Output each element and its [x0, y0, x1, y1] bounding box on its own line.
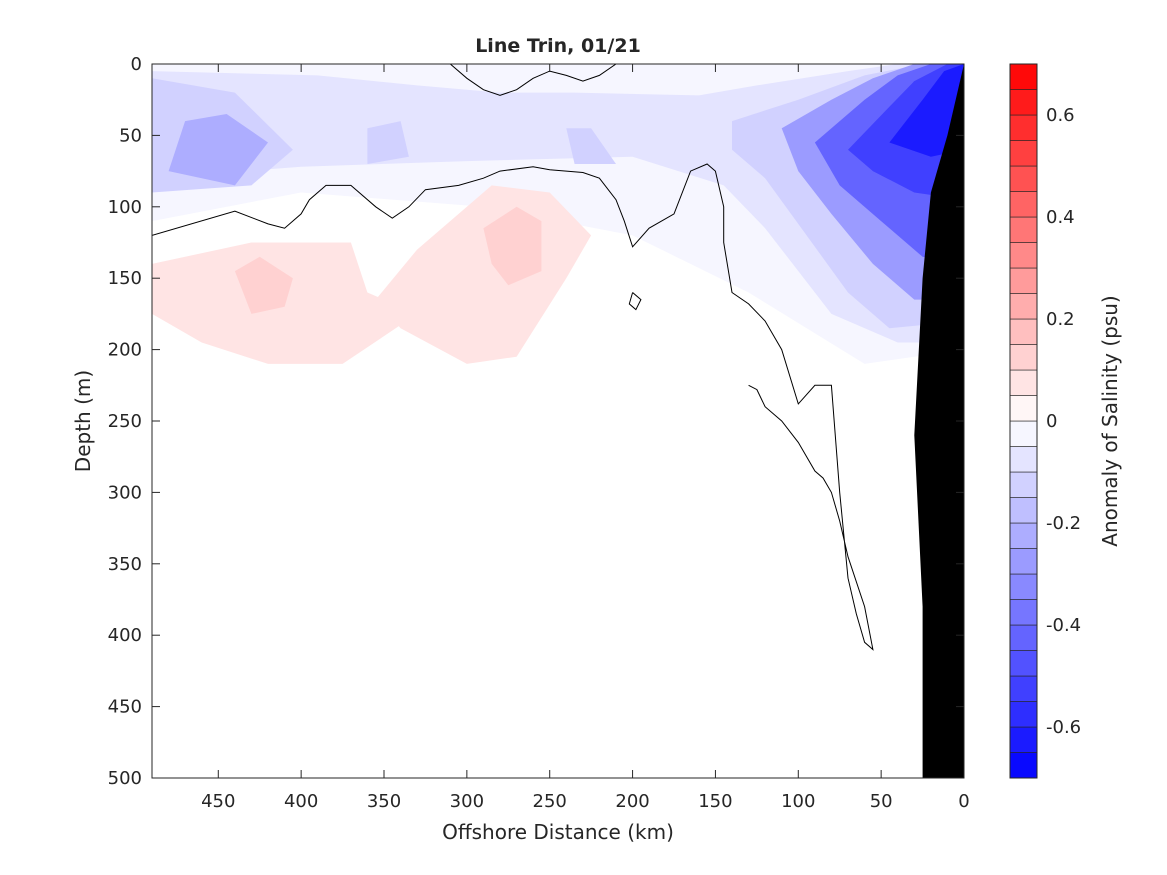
colorbar-band	[1009, 522, 1038, 549]
colorbar-band	[1009, 369, 1038, 396]
colorbar-band	[1009, 548, 1038, 575]
y-tick-label: 450	[108, 697, 142, 718]
x-tick-label: 200	[615, 791, 649, 812]
colorbar-band	[1009, 140, 1038, 167]
colorbar-band	[1009, 395, 1038, 422]
colorbar-ticks: 0.6 0.4 0.2 0 -0.2 -0.4 -0.6	[1046, 105, 1081, 738]
x-tick-label: 250	[533, 791, 567, 812]
colorbar-band	[1009, 726, 1038, 753]
colorbar-tick-label: 0	[1046, 411, 1057, 432]
x-tick-label: 350	[367, 791, 401, 812]
colorbar-label: Anomaly of Salinity (psu)	[1098, 295, 1122, 546]
colorbar-band	[1009, 318, 1038, 345]
y-axis-ticks: 0 50 100 150 200 250 300 350 400 450 500	[108, 54, 964, 789]
x-tick-label: 450	[201, 791, 235, 812]
colorbar-band	[1009, 216, 1038, 243]
zero-contour-1	[152, 163, 874, 651]
colorbar-band	[1009, 471, 1038, 498]
colorbar-tick-label: -0.6	[1046, 717, 1081, 738]
anomaly-region-11	[889, 64, 964, 157]
colorbar-band	[1009, 599, 1038, 626]
anomaly-region-4	[367, 121, 409, 164]
land-mask	[914, 64, 964, 778]
colorbar-band	[1009, 573, 1038, 600]
colorbar-tick-label: -0.4	[1046, 615, 1081, 636]
y-tick-label: 100	[108, 197, 142, 218]
colorbar-band	[1009, 420, 1038, 447]
x-tick-label: 50	[870, 791, 893, 812]
colorbar-band	[1009, 63, 1038, 90]
anomaly-region-15	[483, 206, 542, 286]
x-tick-label: 100	[781, 791, 815, 812]
y-tick-label: 200	[108, 340, 142, 361]
y-tick-label: 300	[108, 482, 142, 503]
colorbar-band	[1009, 624, 1038, 651]
x-tick-label: 300	[450, 791, 484, 812]
colorbar-band	[1009, 242, 1038, 269]
colorbar-tick-label: 0.4	[1046, 207, 1075, 228]
x-axis-label: Offshore Distance (km)	[442, 820, 674, 844]
y-tick-label: 0	[131, 54, 142, 75]
colorbar-band	[1009, 89, 1038, 116]
x-tick-label: 150	[698, 791, 732, 812]
y-axis-label: Depth (m)	[71, 370, 95, 472]
colorbar-band	[1009, 446, 1038, 473]
colorbar-band	[1009, 344, 1038, 371]
colorbar-band	[1009, 165, 1038, 192]
y-tick-label: 350	[108, 554, 142, 575]
colorbar-band	[1009, 497, 1038, 524]
colorbar-band	[1009, 114, 1038, 141]
colorbar-bands	[1009, 63, 1038, 779]
y-tick-label: 50	[119, 125, 142, 146]
y-tick-label: 150	[108, 268, 142, 289]
colorbar-band	[1009, 191, 1038, 218]
plot-area	[152, 64, 964, 778]
colorbar: 0.6 0.4 0.2 0 -0.2 -0.4 -0.6 Anomaly of Salini…	[1009, 63, 1122, 779]
colorbar-band	[1009, 752, 1038, 779]
y-tick-label: 500	[108, 768, 142, 789]
anomaly-region-7	[168, 114, 268, 186]
colorbar-band	[1009, 293, 1038, 320]
colorbar-tick-label: 0.6	[1046, 105, 1075, 126]
zero-contours	[152, 64, 874, 651]
zero-contour-2	[449, 64, 617, 96]
y-tick-label: 400	[108, 625, 142, 646]
colorbar-band	[1009, 675, 1038, 702]
anomaly-region-14	[234, 256, 293, 314]
y-tick-label: 250	[108, 411, 142, 432]
shelf-land	[914, 64, 964, 778]
colorbar-band	[1009, 650, 1038, 677]
colorbar-band	[1009, 701, 1038, 728]
colorbar-tick-label: 0.2	[1046, 309, 1075, 330]
x-axis-ticks: 450 400 350 300 250 200 150 100 50 0	[201, 64, 970, 812]
anomaly-region-5	[566, 128, 616, 164]
colorbar-tick-label: -0.2	[1046, 513, 1081, 534]
x-tick-label: 0	[958, 791, 969, 812]
chart-title: Line Trin, 01/21	[475, 35, 641, 57]
x-tick-label: 400	[284, 791, 318, 812]
zero-contour-3	[628, 292, 642, 311]
colorbar-band	[1009, 267, 1038, 294]
colorbar-frame	[1009, 63, 1038, 779]
anomaly-regions	[152, 64, 964, 364]
